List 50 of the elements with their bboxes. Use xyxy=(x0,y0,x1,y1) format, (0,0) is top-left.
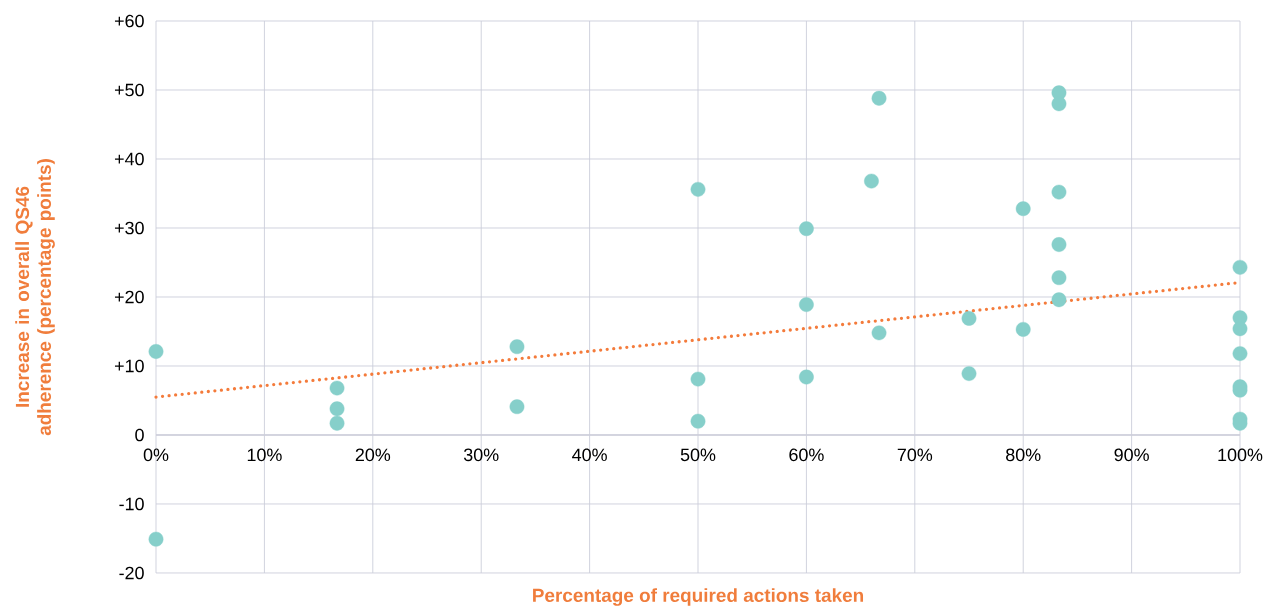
x-axis-title: Percentage of required actions taken xyxy=(533,588,864,606)
y-tick-label: +60 xyxy=(114,14,144,28)
x-tick-label: 30% xyxy=(463,448,499,462)
point xyxy=(148,531,164,547)
point xyxy=(1232,346,1248,361)
y-tick-label: +20 xyxy=(114,290,144,304)
point xyxy=(690,413,706,429)
point xyxy=(1051,237,1067,252)
x-tick-label: 10% xyxy=(247,448,282,462)
y-tick-label: +30 xyxy=(114,221,144,235)
y-tick-label: -10 xyxy=(119,497,144,511)
point xyxy=(961,311,977,326)
point xyxy=(864,173,879,189)
point xyxy=(1051,184,1067,200)
x-tick-label: 40% xyxy=(572,448,607,462)
point xyxy=(1015,201,1031,217)
point xyxy=(148,344,164,359)
point xyxy=(509,339,525,355)
x-tick-label: 90% xyxy=(1114,448,1149,462)
point xyxy=(690,181,706,197)
x-tick-label: 0% xyxy=(143,448,169,462)
x-tick-label: 80% xyxy=(1006,448,1041,462)
point xyxy=(329,401,345,417)
point xyxy=(509,399,525,415)
point xyxy=(329,380,345,396)
x-tick-label: 100% xyxy=(1218,448,1263,462)
point xyxy=(799,297,814,312)
y-tick-label: +40 xyxy=(114,152,144,166)
point xyxy=(329,415,345,431)
point xyxy=(799,221,814,237)
point xyxy=(690,371,706,387)
point xyxy=(871,325,887,341)
x-tick-label: 60% xyxy=(789,448,824,462)
point xyxy=(961,366,977,381)
point xyxy=(1015,322,1031,337)
point xyxy=(1232,321,1248,337)
y-tick-label: 0 xyxy=(135,428,144,442)
point xyxy=(1051,270,1067,286)
x-tick-label: 50% xyxy=(680,448,716,462)
point xyxy=(871,90,887,106)
point xyxy=(1232,259,1248,275)
point xyxy=(1051,292,1067,308)
point xyxy=(799,369,814,385)
y-axis-title: Increase in overall QS46 adherence (percentage points) xyxy=(15,159,55,436)
y-tick-label: -20 xyxy=(119,566,144,580)
point xyxy=(1051,96,1067,112)
x-tick-label: 20% xyxy=(355,448,391,462)
y-tick-label: +50 xyxy=(114,83,144,97)
y-tick-label: +10 xyxy=(114,359,144,373)
x-tick-label: 70% xyxy=(897,448,933,462)
